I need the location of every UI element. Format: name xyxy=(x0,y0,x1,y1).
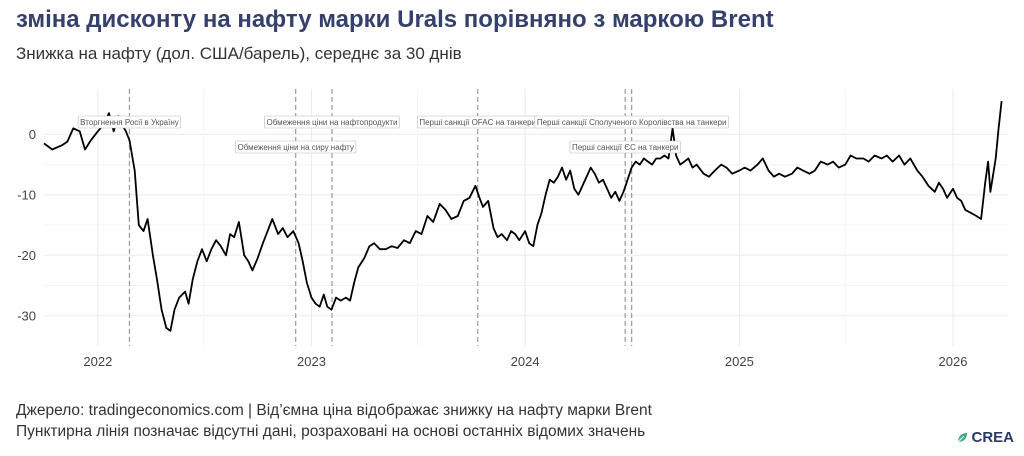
event-label-text: Обмеження ціни на нафтопродукти xyxy=(266,118,397,127)
event-label-text: Перші санкції OFAC на танкери xyxy=(419,118,536,127)
axis-ticks: 0 -10 -20 -30 2022 2023 2024 2025 2026 xyxy=(17,127,967,369)
event-label: Обмеження ціни на нафтопродукти xyxy=(264,115,400,129)
event-label-text: Перші санкції ЄС на танкери xyxy=(572,143,678,152)
event-label-text: Обмеження ціни на сиру нафту xyxy=(238,143,354,152)
event-label: Перші санкції Сполученого Королівства на… xyxy=(534,115,729,129)
discount-line-chart: Вторгнення Росії в Україну Обмеження ціни… xyxy=(17,89,1008,369)
series xyxy=(43,101,1003,332)
event-label-text: Вторгнення Росії в Україну xyxy=(80,118,179,127)
event-label: Перші санкції ЄС на танкери xyxy=(569,140,681,154)
y-tick-label: -30 xyxy=(17,308,36,323)
event-label-box xyxy=(77,115,182,129)
footer: Джерело: tradingeconomics.com | Від’ємна… xyxy=(16,400,652,442)
dashed-line-note: Пунктирна лінія позначає відсутні дані, … xyxy=(16,423,646,440)
crea-logo-text: CREA xyxy=(971,429,1014,446)
event-label-box xyxy=(264,115,400,129)
event-label-box xyxy=(534,115,729,129)
x-tick-label: 2023 xyxy=(297,354,326,369)
crea-leaf-icon xyxy=(958,432,968,442)
event-label: Обмеження ціни на сиру нафту xyxy=(235,140,357,154)
event-labels: Вторгнення Росії в Україну Обмеження ціни… xyxy=(77,115,729,154)
y-tick-label: 0 xyxy=(29,127,36,142)
event-label-box xyxy=(235,140,357,154)
event-markers xyxy=(128,89,633,346)
plot-area xyxy=(44,89,1008,346)
x-tick-label: 2025 xyxy=(725,354,754,369)
y-tick-label: -10 xyxy=(17,187,36,202)
x-tick-label: 2022 xyxy=(83,354,112,369)
grid xyxy=(44,89,1008,346)
event-label: Вторгнення Росії в Україну xyxy=(77,115,182,129)
event-label-text: Перші санкції Сполученого Королівства на… xyxy=(537,118,727,127)
event-label-box xyxy=(569,140,681,154)
source-note: Джерело: tradingeconomics.com | Від’ємна… xyxy=(16,402,652,419)
chart-title: зміна дисконту на нафту марки Urals порі… xyxy=(16,6,774,33)
discount-series-line xyxy=(43,101,1003,332)
y-tick-label: -20 xyxy=(17,248,36,263)
crea-logo: CREA xyxy=(956,429,1014,446)
chart-subtitle: Знижка на нафту (дол. США/барель), серед… xyxy=(16,44,462,63)
event-label: Перші санкції OFAC на танкери xyxy=(417,115,539,129)
x-tick-label: 2026 xyxy=(939,354,968,369)
x-tick-label: 2024 xyxy=(511,354,540,369)
